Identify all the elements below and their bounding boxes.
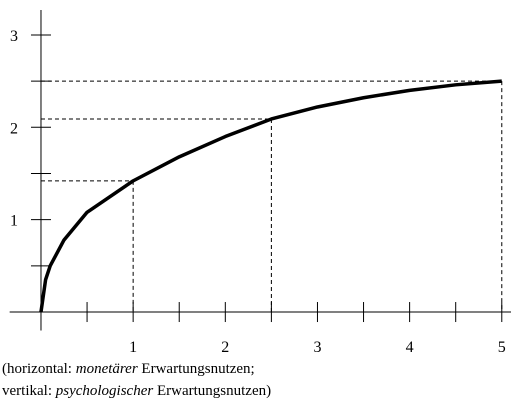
caption-part: (horizontal: — [2, 361, 76, 377]
x-tick-label: 4 — [406, 339, 414, 356]
curve — [39, 79, 502, 313]
y-tick-label: 2 — [10, 120, 18, 137]
caption-part: Erwartungsnutzen) — [153, 383, 271, 399]
caption: vertikal: psychologischer Erwartungsnutz… — [2, 383, 271, 399]
x-tick-label: 2 — [221, 339, 229, 356]
x-tick-label: 3 — [313, 339, 321, 356]
caption-part: monetärer — [76, 361, 138, 377]
x-tick-label: 5 — [498, 339, 506, 356]
caption-part: vertikal: — [2, 383, 56, 399]
caption: (horizontal: monetärer Erwartungsnutzen; — [2, 361, 255, 377]
caption-part: psychologischer — [55, 383, 154, 399]
x-tick-label: 1 — [129, 339, 137, 356]
y-tick-label: 3 — [10, 28, 18, 45]
y-tick-label: 1 — [10, 213, 18, 230]
caption-part: Erwartungsnutzen; — [138, 361, 255, 377]
